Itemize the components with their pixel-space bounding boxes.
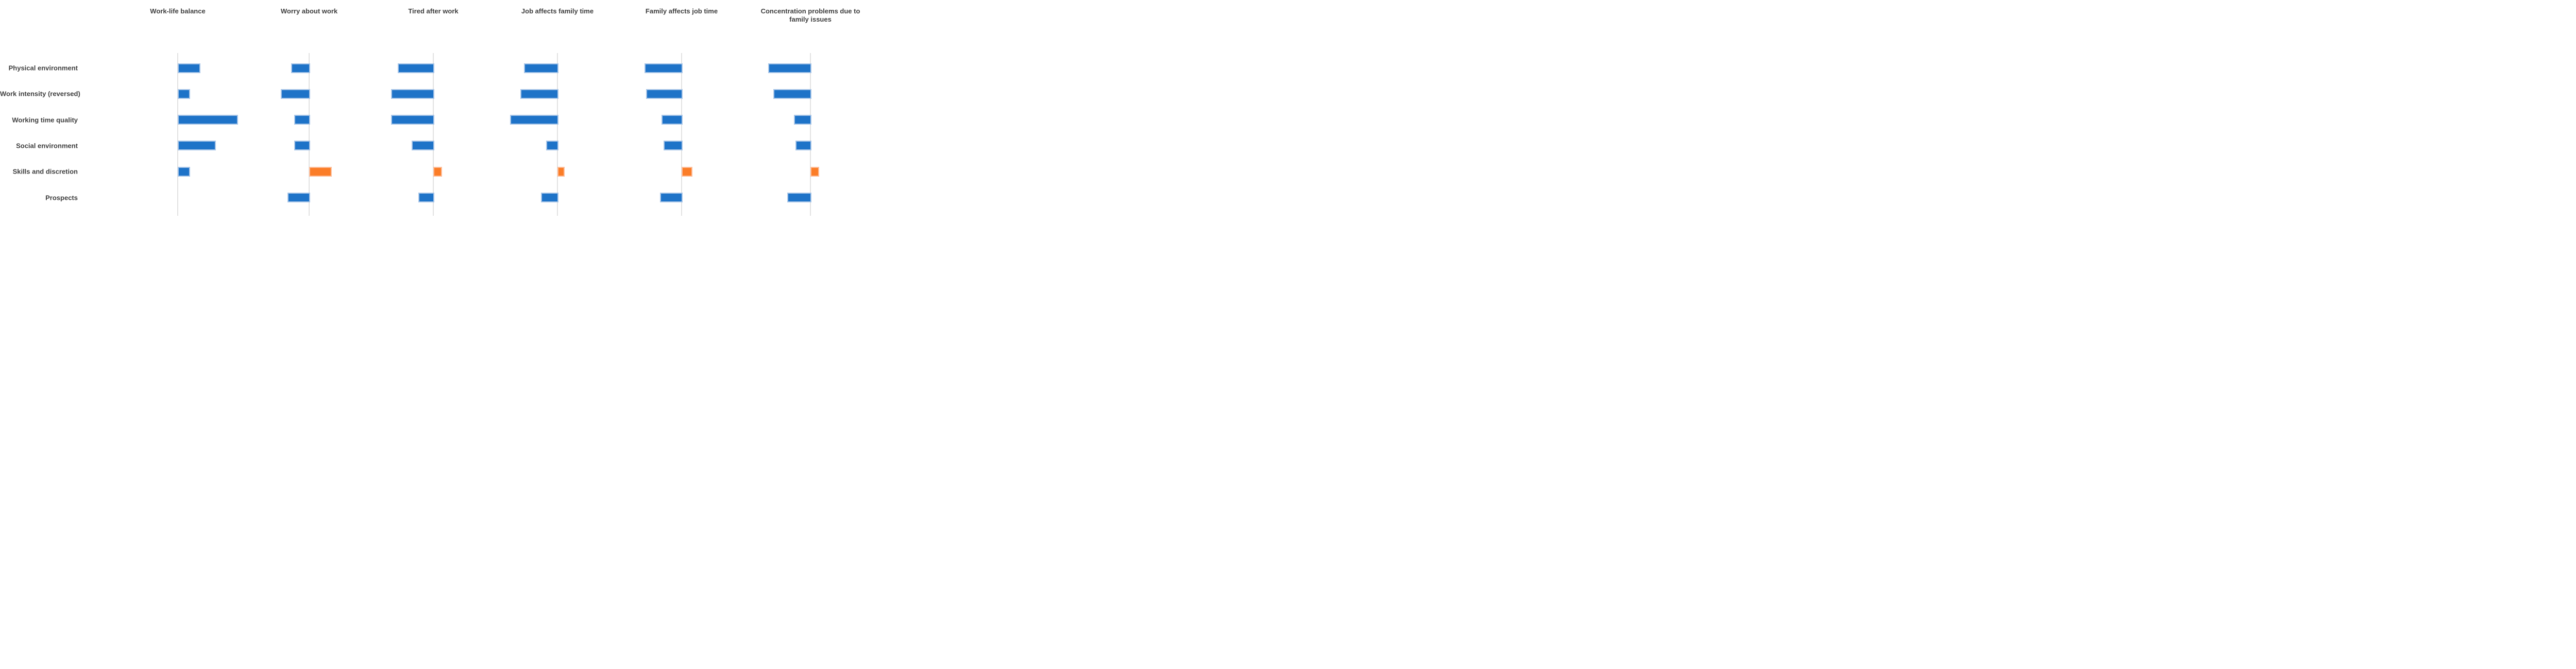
panel-title: Tired after work (408, 7, 459, 15)
axis-baseline (433, 53, 434, 216)
bar-prospects (787, 193, 811, 202)
category-label: Work intensity (reversed) (0, 90, 80, 98)
bar-physical-environment (768, 63, 811, 73)
axis-baseline (309, 53, 310, 216)
panel-1: Work-life balance (115, 0, 241, 223)
bar-physical-environment (291, 63, 310, 73)
bar-physical-environment (524, 63, 558, 73)
bar-physical-environment (178, 63, 200, 73)
category-label: Working time quality (12, 116, 78, 124)
bar-skills-and-discretion (682, 166, 692, 177)
panel-6: Concentration problems due to family iss… (748, 0, 873, 223)
bar-skills-and-discretion (433, 166, 442, 177)
axis-baseline (681, 53, 682, 216)
bar-work-intensity-reversed (520, 89, 558, 99)
panel-title: Family affects job time (645, 7, 718, 15)
axis-baseline (810, 53, 811, 216)
bar-working-time-quality (662, 115, 683, 125)
axis-baseline (557, 53, 558, 216)
bar-prospects (287, 193, 310, 202)
bar-working-time-quality (794, 115, 811, 125)
category-label: Social environment (16, 142, 78, 150)
category-label: Skills and discretion (12, 167, 78, 176)
multi-panel-bar-chart: Physical environment Work intensity (reve… (0, 0, 876, 223)
bar-skills-and-discretion (309, 166, 332, 177)
bar-prospects (418, 193, 434, 202)
bar-working-time-quality (294, 115, 310, 125)
bar-social-environment (178, 141, 216, 151)
bar-social-environment (412, 141, 434, 151)
panel-title: Worry about work (280, 7, 338, 15)
bar-social-environment (294, 141, 310, 151)
bar-physical-environment (398, 63, 434, 73)
bar-physical-environment (645, 63, 683, 73)
bar-social-environment (664, 141, 683, 151)
axis-baseline (177, 53, 178, 216)
category-label: Physical environment (8, 64, 78, 72)
bar-skills-and-discretion (557, 166, 565, 177)
bar-work-intensity-reversed (646, 89, 683, 99)
panel-title: Concentration problems due to family iss… (760, 7, 860, 24)
panel-5: Family affects job time (619, 0, 744, 223)
bar-work-intensity-reversed (391, 89, 434, 99)
category-labels: Physical environment Work intensity (reve… (0, 0, 80, 223)
panel-2: Worry about work (246, 0, 372, 223)
bar-work-intensity-reversed (178, 89, 190, 99)
bar-social-environment (795, 141, 811, 151)
bar-work-intensity-reversed (773, 89, 811, 99)
bar-skills-and-discretion (810, 166, 819, 177)
panel-4: Job affects family time (495, 0, 620, 223)
bar-social-environment (546, 141, 558, 151)
panels: Work-life balance Worry about work Tired a… (0, 0, 876, 223)
bar-working-time-quality (510, 115, 558, 125)
bar-working-time-quality (391, 115, 434, 125)
bar-work-intensity-reversed (281, 89, 310, 99)
bar-working-time-quality (178, 115, 238, 125)
panel-title: Job affects family time (521, 7, 594, 15)
bar-prospects (660, 193, 683, 202)
category-label: Prospects (45, 194, 78, 201)
bar-prospects (541, 193, 558, 202)
bar-skills-and-discretion (178, 166, 190, 177)
panel-3: Tired after work (370, 0, 496, 223)
panel-title: Work-life balance (150, 7, 206, 15)
